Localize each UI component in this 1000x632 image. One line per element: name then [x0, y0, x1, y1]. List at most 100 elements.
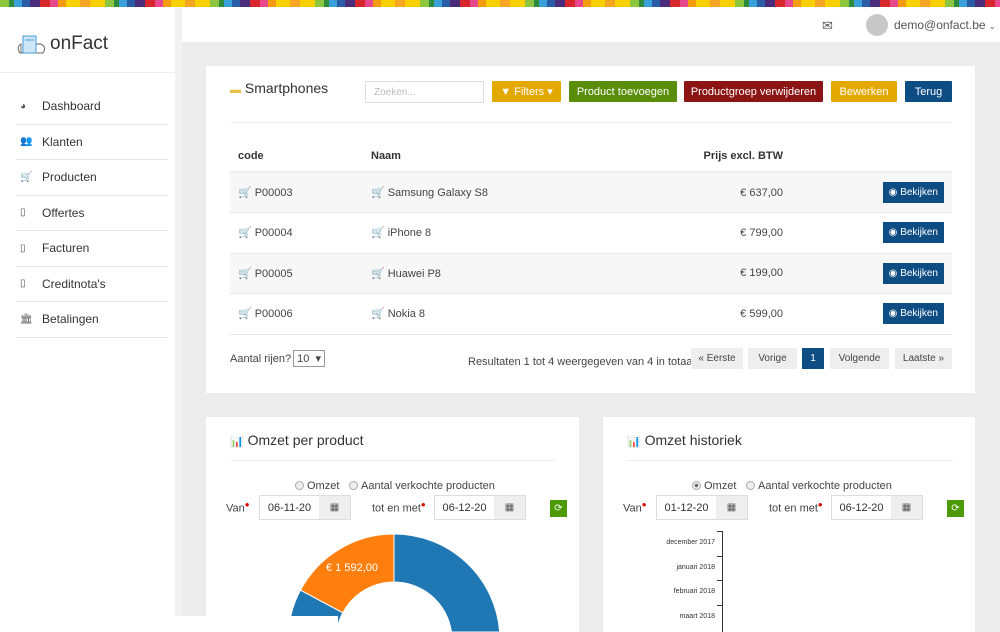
y-tick — [717, 580, 722, 581]
rows-select[interactable]: 10 ▾ — [293, 350, 326, 367]
cart-icon: 🛒 — [238, 227, 252, 240]
from-label: Van● — [623, 500, 647, 515]
y-tick — [717, 604, 722, 606]
view-button[interactable]: ◉ Bekijken — [882, 262, 944, 284]
to-date-field[interactable]: 06-12-20 ▦ — [831, 495, 923, 520]
sidebar-item-klanten[interactable]: 👥 Klanten — [16, 125, 168, 160]
panel-title-text: Omzet per product — [247, 432, 364, 448]
radio-label: Omzet — [704, 480, 737, 492]
avatar[interactable] — [866, 14, 888, 36]
to-label: tot en met● — [372, 500, 426, 515]
product-code: P00006 — [254, 308, 293, 321]
refresh-button[interactable]: ⟳ — [947, 500, 964, 517]
donut-slice-orange[interactable] — [299, 533, 395, 614]
refresh-button[interactable]: ⟳ — [550, 500, 567, 517]
view-button[interactable]: ◉ Bekijken — [882, 303, 944, 325]
cart-icon: 🛒 — [371, 187, 385, 199]
sidebar-item-producten[interactable]: 🛒 Producten — [16, 160, 168, 196]
filters-button[interactable]: ▼ Filters ▾ — [492, 81, 561, 102]
col-name[interactable]: Naam — [363, 140, 653, 173]
from-date-value[interactable]: 06-11-20 — [267, 501, 312, 514]
search-input[interactable]: Zoeken... — [365, 81, 484, 103]
panel-title: 📊 Omzet historiek — [627, 432, 742, 448]
cart-icon: 🛒 — [238, 308, 252, 321]
radio-label: Aantal verkochte producten — [758, 480, 892, 492]
to-label: tot en met● — [769, 500, 823, 515]
price-cell: € 799,00 — [653, 212, 783, 254]
from-date-value[interactable]: 01-12-20 — [664, 501, 709, 514]
panel-title-text: Omzet historiek — [644, 432, 742, 448]
bar-chart-icon: 📊 — [230, 436, 244, 448]
bank-icon: 🏛 — [20, 313, 33, 325]
last-page-button[interactable]: Laatste » — [895, 348, 952, 369]
delete-group-button[interactable]: Productgroep verwijderen — [684, 81, 823, 102]
brand-stripe — [0, 0, 1000, 7]
eye-icon: ◉ — [888, 227, 901, 239]
user-menu[interactable]: demo@onfact.be ⌄ — [894, 18, 996, 32]
back-button[interactable]: Terug — [905, 81, 952, 102]
code-cell: 🛒 P00006 — [230, 293, 363, 335]
radio-aantal[interactable]: Aantal verkochte producten — [746, 480, 892, 492]
sidebar-item-label: Facturen — [42, 241, 90, 256]
logo-text: onFact — [50, 33, 109, 54]
from-label-text: Van — [623, 502, 642, 515]
first-page-button[interactable]: « Eerste — [691, 348, 743, 369]
name-cell: 🛒 iPhone 8 — [363, 212, 653, 254]
refresh-icon: ⟳ — [554, 503, 563, 514]
radio-button[interactable] — [746, 481, 755, 490]
rows-per-page: Aantal rijen? 10 ▾ — [230, 350, 326, 367]
col-code[interactable]: code — [230, 140, 363, 173]
radio-label: Omzet — [307, 480, 340, 492]
radio-button[interactable] — [349, 481, 358, 490]
sidebar-item-label: Creditnota's — [42, 276, 106, 291]
bar-chart-icon: 📊 — [627, 436, 641, 448]
radio-omzet[interactable]: Omzet — [295, 480, 339, 492]
from-label-text: Van — [226, 502, 245, 515]
name-cell: 🛒 Huawei P8 — [363, 253, 653, 294]
product-name[interactable]: Nokia 8 — [387, 308, 425, 321]
radio-button[interactable] — [692, 481, 701, 490]
calendar-icon[interactable]: ▦ — [494, 496, 525, 519]
sidebar-item-dashboard[interactable]: ◕ Dashboard — [16, 89, 168, 125]
sidebar-item-offertes[interactable]: ▯ Offertes — [16, 196, 168, 231]
folder-icon: ▬ — [230, 84, 241, 96]
prev-page-button[interactable]: Vorige — [748, 348, 797, 369]
filters-label: Filters — [514, 85, 545, 98]
calendar-icon[interactable]: ▦ — [891, 496, 922, 519]
next-page-button[interactable]: Volgende — [830, 348, 889, 369]
sidebar-item-betalingen[interactable]: 🏛 Betalingen — [16, 302, 168, 338]
sidebar-item-facturen[interactable]: ▯ Facturen — [16, 231, 168, 267]
to-date-value[interactable]: 06-12-20 — [839, 501, 884, 514]
page-1-button[interactable]: 1 — [802, 348, 824, 369]
product-name[interactable]: iPhone 8 — [387, 227, 432, 240]
eye-icon: ◉ — [888, 267, 901, 279]
col-price[interactable]: Prijs excl. BTW — [653, 140, 783, 173]
view-button[interactable]: ◉ Bekijken — [882, 222, 944, 244]
add-product-button[interactable]: Product toevoegen — [569, 81, 677, 102]
product-name[interactable]: Huawei P8 — [387, 267, 441, 280]
radio-omzet[interactable]: Omzet — [692, 480, 736, 492]
product-name[interactable]: Samsung Galaxy S8 — [387, 187, 488, 199]
calendar-icon[interactable]: ▦ — [319, 496, 350, 519]
logo[interactable]: onFact — [16, 33, 108, 55]
code-cell: 🛒 P00005 — [230, 253, 363, 294]
sidebar-item-label: Offertes — [42, 205, 85, 220]
eye-icon: ◉ — [888, 187, 901, 198]
from-date-field[interactable]: 06-11-20 ▦ — [259, 495, 351, 520]
donut-slice-blue[interactable] — [393, 533, 501, 632]
panel-title: 📊 Omzet per product — [230, 432, 364, 448]
from-date-field[interactable]: 01-12-20 ▦ — [656, 495, 748, 520]
to-label-text: tot en met — [372, 502, 421, 515]
to-date-field[interactable]: 06-12-20 ▦ — [434, 495, 526, 520]
sidebar-item-creditnotas[interactable]: ▯ Creditnota's — [16, 267, 168, 302]
code-cell: 🛒 P00003 — [230, 172, 363, 213]
view-label: Bekijken — [900, 187, 938, 198]
calendar-icon[interactable]: ▦ — [716, 496, 747, 519]
mail-icon[interactable]: ✉ — [822, 18, 833, 33]
results-summary: Resultaten 1 tot 4 weergegeven van 4 in … — [468, 356, 695, 368]
edit-button[interactable]: Bewerken — [831, 81, 897, 102]
radio-button[interactable] — [295, 481, 304, 490]
to-date-value[interactable]: 06-12-20 — [442, 501, 487, 514]
radio-aantal[interactable]: Aantal verkochte producten — [349, 480, 495, 492]
view-button[interactable]: ◉ Bekijken — [882, 182, 944, 203]
